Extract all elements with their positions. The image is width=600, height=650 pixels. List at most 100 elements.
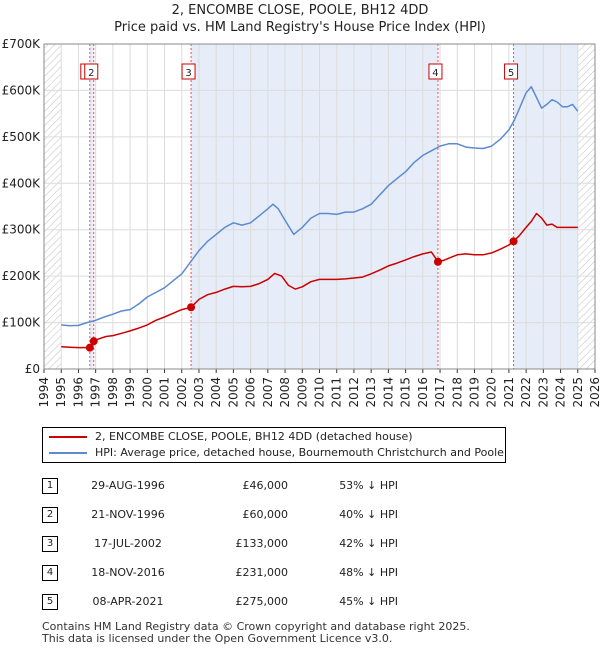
row-number: 5 [42,593,58,610]
sale-marker-label: 4 [432,68,438,79]
row-date: 08-APR-2021 [92,595,164,608]
x-tick-label: 1997 [89,377,103,408]
sales-table-row: 4 18-NOV-2016 £231,000 48% ↓ HPI [42,558,398,587]
sale-point [187,303,196,312]
shaded-ownership-band [191,44,438,369]
sales-table-row: 2 21-NOV-1996 £60,000 40% ↓ HPI [42,500,398,529]
legend-label-hpi: HPI: Average price, detached house, Bour… [95,446,504,459]
sale-marker-label: 3 [185,68,191,79]
sales-table-row: 3 17-JUL-2002 £133,000 42% ↓ HPI [42,529,398,558]
x-tick-label: 2018 [450,377,464,408]
legend-swatch-hpi [49,452,87,454]
hatched-band [44,44,62,369]
x-tick-label: 2012 [347,377,361,408]
price-chart: £0 £100K £200K £300K £400K £500K £600K £700K 199… [2,37,600,408]
sale-marker-label: 5 [508,68,514,79]
x-tick-label: 1995 [54,377,68,408]
x-tick-label: 2007 [261,377,275,408]
chart-subtitle: Price paid vs. HM Land Registry's House … [114,20,486,35]
sale-marker-box [181,63,196,80]
chart-legend: 2, ENCOMBE CLOSE, POOLE, BH12 4DD (detac… [42,427,506,463]
sales-table-row: 5 08-APR-2021 £275,000 45% ↓ HPI [42,587,398,616]
y-tick-label: £500K [2,130,42,144]
x-tick-label: 2001 [158,377,172,408]
legend-label-property: 2, ENCOMBE CLOSE, POOLE, BH12 4DD (detac… [95,430,413,443]
row-hpi-diff: 53% ↓ HPI [339,479,398,492]
chart-title-block: 2, ENCOMBE CLOSE, POOLE, BH12 4DD Price … [0,2,600,36]
x-tick-label: 2022 [519,377,533,408]
footer-copyright: Contains HM Land Registry data © Crown c… [42,620,470,633]
row-price: £60,000 [242,508,289,521]
sale-point [89,337,98,346]
row-hpi-diff: 45% ↓ HPI [339,595,398,608]
row-hpi-diff: 48% ↓ HPI [339,566,398,579]
legend-item-hpi: HPI: Average price, detached house, Bour… [49,445,504,461]
sales-table: 1 29-AUG-1996 £46,000 53% ↓ HPI 2 21-NOV-1996… [42,471,398,616]
sale-marker-3: 3 [181,63,196,80]
x-tick-label: 2008 [278,377,292,408]
x-tick-label: 2026 [588,377,600,408]
sale-marker-4: 4 [428,63,443,80]
x-tick-label: 2000 [140,377,154,408]
row-number-cell: 1 [42,471,58,500]
row-number: 1 [42,477,58,494]
row-number: 3 [42,535,58,552]
sale-point [509,237,518,246]
row-date: 17-JUL-2002 [94,537,162,550]
x-tick-label: 2019 [467,377,481,408]
y-tick-label: £100K [2,316,42,330]
row-price: £46,000 [242,479,289,492]
sales-table-row: 1 29-AUG-1996 £46,000 53% ↓ HPI [42,471,398,500]
x-tick-label: 2002 [175,377,189,408]
x-tick-label: 2005 [226,377,240,408]
plot-frame [43,43,596,370]
sale-marker-box [504,63,519,80]
y-tick-label: £200K [2,269,42,283]
legend-swatch-property [49,436,87,438]
y-tick-label: £300K [2,223,42,237]
row-hpi-diff: 42% ↓ HPI [339,537,398,550]
row-date: 21-NOV-1996 [91,508,165,521]
x-tick-label: 2010 [313,377,327,408]
x-tick-label: 2025 [571,377,585,408]
x-tick-label: 2015 [399,377,413,408]
sale-marker-5: 5 [504,63,519,80]
chart-title: 2, ENCOMBE CLOSE, POOLE, BH12 4DD [171,3,429,18]
row-number-cell: 4 [42,558,58,587]
x-tick-label: 2023 [536,377,550,408]
y-tick-label: £400K [2,176,42,190]
row-number-cell: 2 [42,500,58,529]
x-tick-label: 1999 [123,377,137,408]
x-tick-label: 1994 [37,377,51,408]
row-price: £275,000 [235,595,289,608]
row-date: 18-NOV-2016 [91,566,165,579]
row-number: 2 [42,506,58,523]
shaded-ownership-band [89,44,94,369]
row-price: £231,000 [235,566,289,579]
row-number: 4 [42,564,58,581]
x-tick-label: 2020 [485,377,499,408]
x-tick-label: 2011 [330,377,344,408]
footer: Contains HM Land Registry data © Crown c… [42,621,470,645]
row-date: 29-AUG-1996 [91,479,165,492]
x-tick-label: 2024 [554,377,568,408]
sale-marker-label: 2 [88,68,94,79]
hatched-band [577,44,595,369]
sale-point [433,257,442,266]
x-tick-label: 2013 [364,377,378,408]
x-tick-label: 1998 [106,377,120,408]
x-tick-label: 2014 [381,377,395,408]
sale-marker-box [428,63,443,80]
row-number-cell: 5 [42,587,58,616]
shaded-ownership-band [513,44,578,369]
series-line-hpi [61,85,579,327]
legend-item-property: 2, ENCOMBE CLOSE, POOLE, BH12 4DD (detac… [49,429,413,445]
footer-licence: This data is licensed under the Open Gov… [42,632,393,645]
row-price: £133,000 [235,537,289,550]
x-tick-label: 1996 [71,377,85,408]
sale-marker-box [84,63,99,80]
x-tick-label: 2003 [192,377,206,408]
x-tick-label: 2006 [244,377,258,408]
row-number-cell: 3 [42,529,58,558]
x-tick-label: 2017 [433,377,447,408]
